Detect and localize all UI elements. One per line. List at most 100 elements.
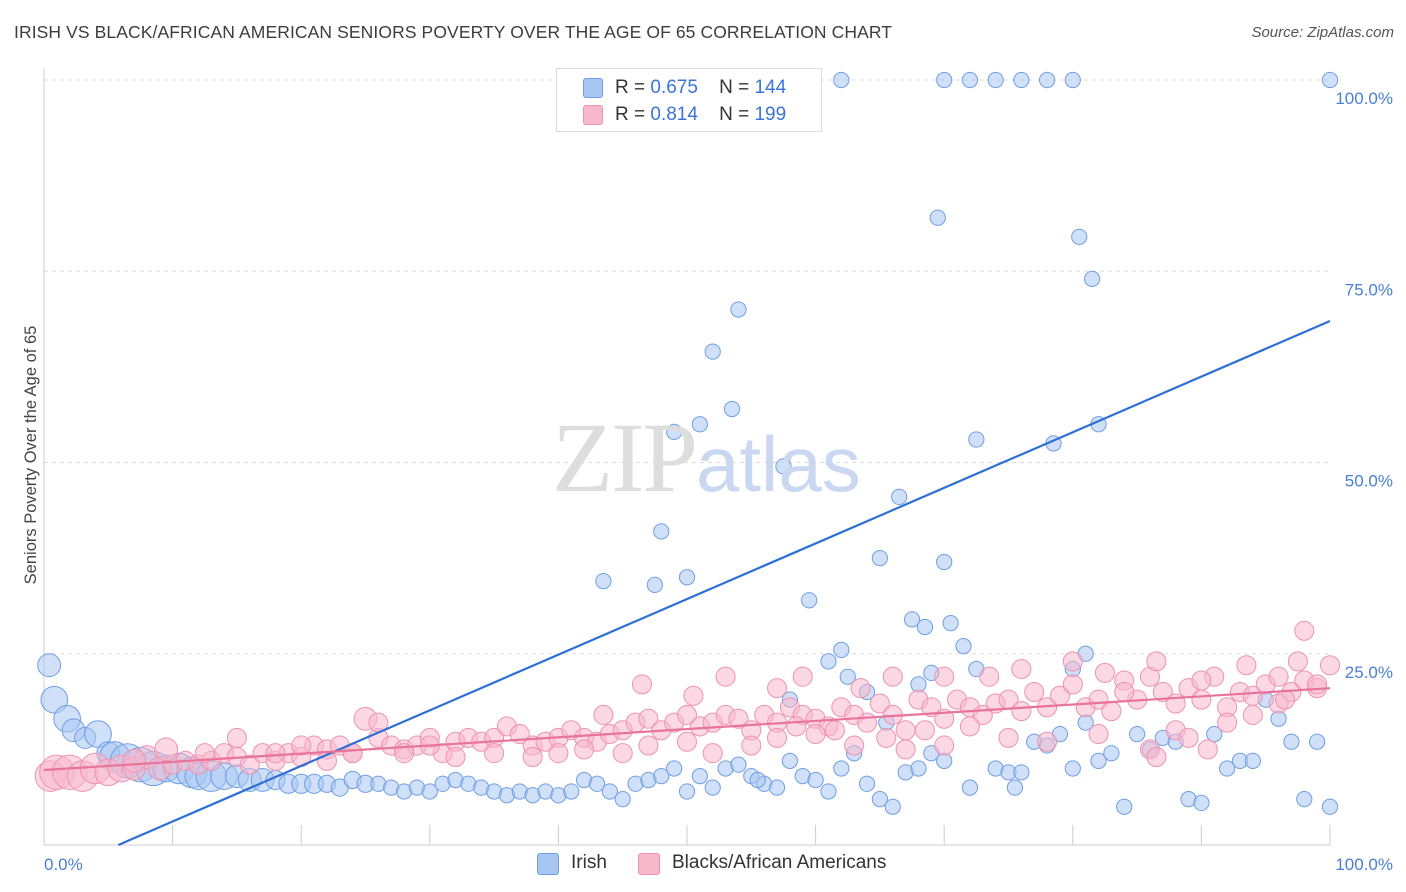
irish-point <box>1309 733 1326 750</box>
black-point <box>921 697 942 718</box>
black-point <box>291 735 312 756</box>
irish-point <box>691 768 708 785</box>
irish-point <box>704 343 721 360</box>
black-point <box>1217 712 1238 733</box>
black-point <box>766 727 788 748</box>
irish-point <box>749 771 766 789</box>
tick-labels: 25.0% 50.0% 75.0% 100.0% 0.0% 100.0% <box>44 89 1393 874</box>
irish-point <box>666 423 683 441</box>
black-point <box>1268 666 1289 687</box>
black-point <box>914 720 935 741</box>
irish-point <box>968 431 985 448</box>
irish-point <box>1116 798 1133 815</box>
irish-point <box>563 783 580 800</box>
black-point <box>1287 651 1308 672</box>
black-point <box>1152 681 1173 703</box>
black-point <box>882 666 903 687</box>
black-point <box>1191 670 1212 691</box>
black-point <box>741 735 762 756</box>
bottom-legend-swatch-irish <box>537 853 559 875</box>
black-point <box>683 685 704 706</box>
black-point <box>638 735 659 756</box>
black-point <box>934 666 955 687</box>
y-tick-label: 50.0% <box>1345 472 1393 491</box>
irish-point <box>588 775 606 792</box>
bottom-legend-label-irish: Irish <box>571 852 607 873</box>
irish-point <box>820 783 837 800</box>
black-point <box>895 739 916 760</box>
irish-point <box>871 550 889 567</box>
irish-point <box>595 572 612 590</box>
black-point <box>638 708 659 729</box>
irish-point <box>1071 228 1088 245</box>
irish-point <box>1013 71 1030 89</box>
irish-point <box>942 615 959 632</box>
irish-point <box>1064 71 1081 89</box>
black-points <box>34 620 1341 792</box>
chart-title: IRISH VS BLACK/AFRICAN AMERICAN SENIORS … <box>14 22 893 42</box>
irish-point <box>40 685 69 714</box>
black-point <box>612 743 633 764</box>
black-point <box>786 716 807 737</box>
irish-point <box>936 71 953 89</box>
black-point <box>1062 651 1083 672</box>
irish-point <box>1006 779 1024 796</box>
irish-point <box>871 790 889 808</box>
irish-point <box>730 756 747 773</box>
x-tick-label: 100.0% <box>1335 855 1393 874</box>
black-point <box>593 704 614 725</box>
irish-point <box>768 779 786 796</box>
watermark-zip: ZIP <box>552 402 698 513</box>
black-point <box>1319 655 1341 676</box>
irish-point <box>723 400 741 418</box>
irish-point <box>1193 794 1210 812</box>
black-point <box>979 666 1000 687</box>
irish-point <box>801 592 818 609</box>
watermark-atlas: atlas <box>696 420 861 508</box>
black-point <box>194 743 215 764</box>
irish-point <box>653 523 670 540</box>
irish-point <box>891 488 908 506</box>
black-point <box>934 735 955 756</box>
irish-point <box>955 637 972 655</box>
black-point <box>728 708 749 729</box>
black-point <box>844 735 865 756</box>
legend-r-label: R = <box>615 77 646 98</box>
black-point <box>122 748 146 773</box>
legend-n-label: N = <box>719 104 750 125</box>
irish-point <box>1283 733 1300 750</box>
irish-point <box>929 209 946 226</box>
y-tick-label: 25.0% <box>1345 663 1393 682</box>
black-point <box>895 720 916 741</box>
irish-point <box>1064 760 1081 777</box>
black-point <box>857 712 878 733</box>
irish-trend-line <box>117 319 1331 847</box>
y-tick-label: 75.0% <box>1345 280 1393 299</box>
black-point <box>1197 739 1218 760</box>
legend-swatch-irish <box>583 78 603 98</box>
source-label: Source: ZipAtlas.com <box>1251 24 1394 41</box>
irish-point <box>1321 71 1339 89</box>
black-point <box>1011 659 1032 680</box>
black-point <box>715 666 736 687</box>
black-point <box>876 727 897 748</box>
irish-point <box>884 798 901 815</box>
black-point <box>1114 681 1135 703</box>
irish-point <box>1103 745 1120 762</box>
x-tick-label: 0.0% <box>44 855 83 874</box>
legend-r-value-irish: 0.675 <box>650 77 698 98</box>
irish-point <box>1090 752 1107 769</box>
irish-point <box>1128 725 1146 743</box>
grid-lines <box>44 79 1330 655</box>
bottom-legend-swatch-black <box>638 853 660 875</box>
black-point <box>1088 689 1109 710</box>
black-point <box>1024 681 1045 703</box>
irish-point <box>936 553 953 571</box>
black-point <box>959 716 980 737</box>
black-point <box>702 743 723 764</box>
irish-point <box>820 653 837 670</box>
irish-point <box>910 760 927 777</box>
black-point <box>869 693 890 714</box>
irish-point <box>691 416 708 433</box>
